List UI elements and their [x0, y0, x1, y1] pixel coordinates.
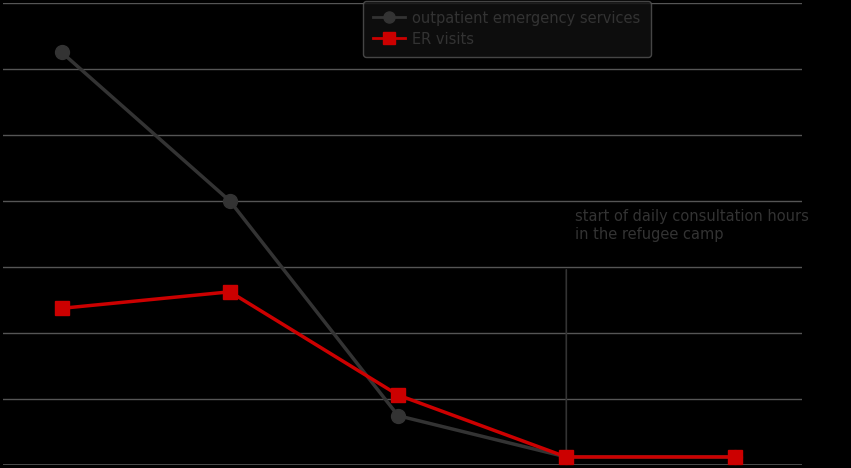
Text: start of daily consultation hours
in the refugee camp: start of daily consultation hours in the… — [574, 209, 808, 241]
Legend: outpatient emergency services, ER visits: outpatient emergency services, ER visits — [363, 1, 651, 57]
